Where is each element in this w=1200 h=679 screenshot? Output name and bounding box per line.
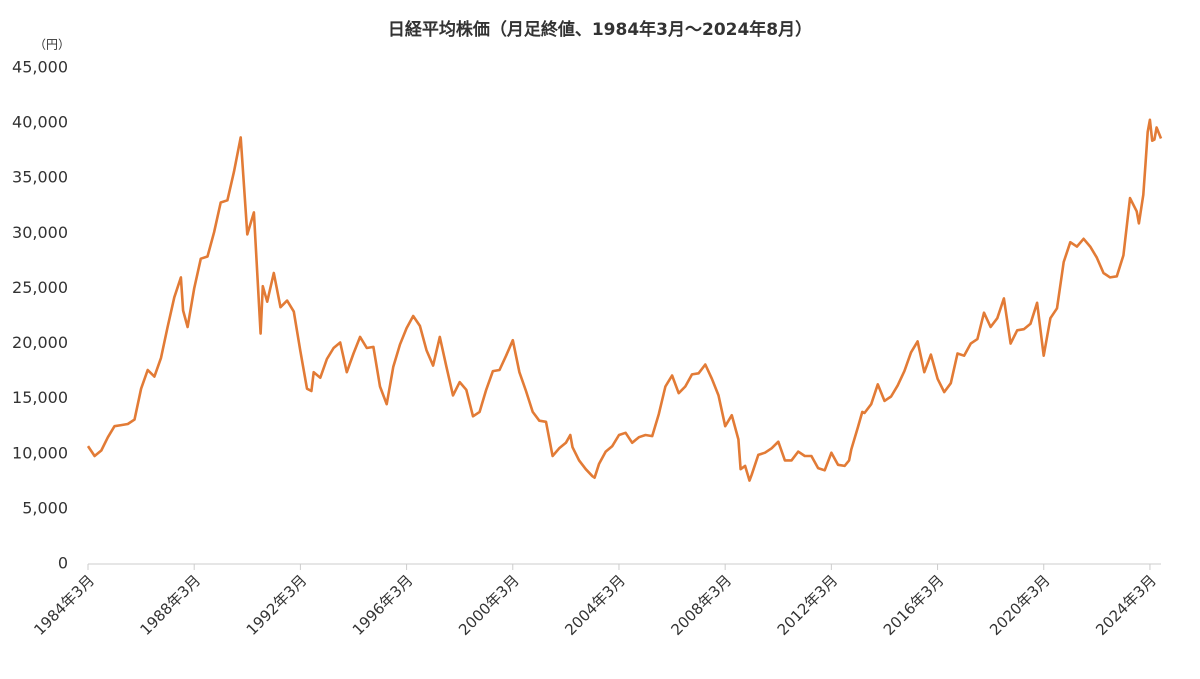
- y-tick-label: 0: [58, 554, 68, 573]
- y-tick-label: 40,000: [12, 113, 68, 132]
- x-tick-label: 2012年3月: [774, 571, 842, 639]
- y-tick-label: 25,000: [12, 278, 68, 297]
- x-tick-label: 2008年3月: [667, 571, 735, 639]
- x-tick-label: 2024年3月: [1092, 571, 1160, 639]
- x-tick-label: 2016年3月: [880, 571, 948, 639]
- y-tick-label: 10,000: [12, 443, 68, 462]
- y-unit: （円）: [34, 38, 70, 52]
- chart-title: 日経平均株価（月足終値、1984年3月～2024年8月）: [388, 19, 812, 40]
- x-tick-label: 1992年3月: [243, 571, 311, 639]
- y-tick-label: 5,000: [22, 498, 68, 517]
- y-tick-label: 35,000: [12, 168, 68, 187]
- x-tick-label: 1988年3月: [137, 571, 205, 639]
- x-tick-label: 2004年3月: [561, 571, 629, 639]
- x-tick-label: 1984年3月: [30, 571, 98, 639]
- y-tick-label: 15,000: [12, 388, 68, 407]
- x-tick-label: 2020年3月: [986, 571, 1054, 639]
- x-tick-label: 1996年3月: [349, 571, 417, 639]
- y-tick-label: 45,000: [12, 58, 68, 77]
- x-tick-label: 2000年3月: [455, 571, 523, 639]
- line-series: [86, 118, 1163, 482]
- y-tick-label: 30,000: [12, 223, 68, 242]
- y-tick-label: 20,000: [12, 333, 68, 352]
